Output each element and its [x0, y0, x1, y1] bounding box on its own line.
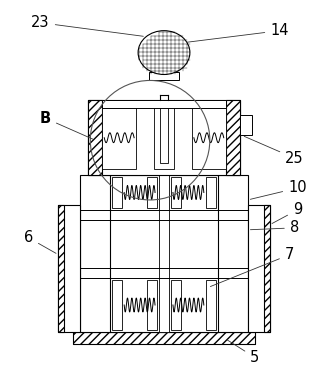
Text: 9: 9: [272, 202, 302, 223]
Text: 5: 5: [227, 340, 259, 365]
Bar: [192, 106, 226, 169]
Text: 25: 25: [244, 136, 304, 165]
Bar: [154, 106, 174, 169]
Bar: [147, 280, 157, 331]
Text: 7: 7: [210, 247, 294, 287]
Bar: [58, 205, 65, 332]
Bar: [149, 73, 179, 80]
Bar: [112, 177, 122, 208]
Bar: [88, 100, 240, 175]
Text: B: B: [40, 111, 93, 139]
Bar: [226, 100, 240, 175]
Bar: [206, 177, 216, 208]
Bar: [159, 175, 169, 332]
Bar: [263, 205, 270, 332]
Bar: [147, 177, 157, 208]
Bar: [171, 177, 181, 208]
Ellipse shape: [138, 31, 190, 74]
Bar: [58, 205, 65, 332]
Bar: [171, 280, 181, 331]
Bar: [58, 205, 80, 332]
Bar: [160, 106, 168, 163]
Bar: [102, 100, 226, 108]
Text: 10: 10: [250, 180, 307, 199]
Text: 6: 6: [24, 230, 56, 253]
Text: 8: 8: [250, 220, 299, 235]
Bar: [112, 280, 122, 331]
Text: 23: 23: [31, 15, 143, 36]
Bar: [73, 332, 255, 344]
Text: 14: 14: [187, 23, 289, 42]
Bar: [263, 205, 270, 332]
Bar: [240, 115, 252, 135]
Bar: [226, 100, 240, 175]
Bar: [80, 175, 248, 332]
Bar: [102, 106, 136, 169]
Bar: [88, 100, 102, 175]
Bar: [73, 332, 255, 344]
Bar: [248, 205, 270, 332]
Bar: [206, 280, 216, 331]
Bar: [88, 100, 102, 175]
